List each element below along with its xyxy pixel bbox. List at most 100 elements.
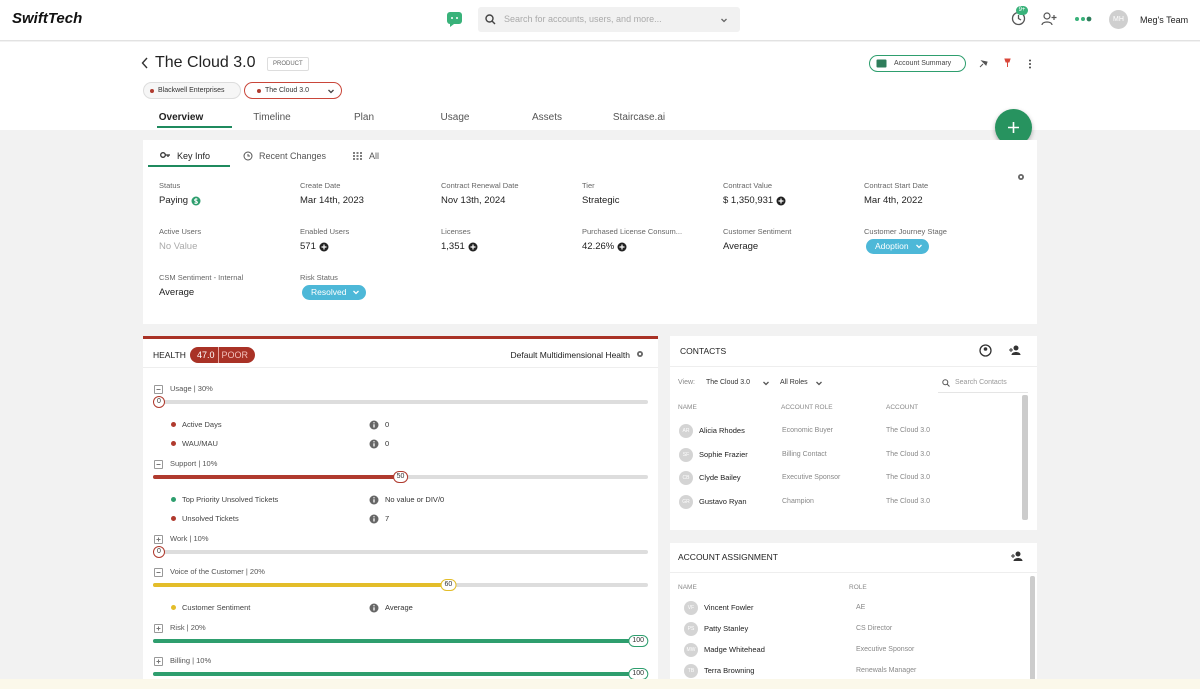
score-knob[interactable]: 100 xyxy=(628,635,648,647)
contact-name[interactable]: Gustavo Ryan xyxy=(699,496,747,506)
contacts-card: CONTACTS View: The Cloud 3.0 All Roles Searc… xyxy=(670,336,1037,530)
score-knob[interactable]: 0 xyxy=(153,546,165,558)
score-knob[interactable]: 60 xyxy=(440,579,457,591)
icon-shape xyxy=(491,20,496,25)
icon-shape xyxy=(373,516,375,518)
page-tab[interactable]: Staircase.ai xyxy=(612,112,666,123)
icon-shape xyxy=(619,244,625,250)
icon-shape xyxy=(1041,21,1053,26)
role-filter-dropdown xyxy=(815,379,823,387)
assignee-name[interactable]: Madge Whitehead xyxy=(704,645,765,654)
metric-name: Top Priority Unsolved Tickets xyxy=(182,495,279,504)
contact-name[interactable]: Alicia Rhodes xyxy=(699,426,745,435)
field-value: 1,351 xyxy=(441,241,465,252)
metric-info xyxy=(369,420,379,430)
breadcrumb[interactable]: Blackwell Enterprises xyxy=(143,82,241,99)
collapse-toggle[interactable] xyxy=(154,568,163,577)
icon-shape xyxy=(1029,66,1031,69)
field-label: Contract Renewal Date xyxy=(441,181,519,190)
score-track: 60 xyxy=(153,579,648,591)
icon-shape xyxy=(353,152,362,160)
contact-name[interactable]: Clyde Bailey xyxy=(699,473,741,482)
summary-icon xyxy=(876,59,887,68)
collapse-toggle[interactable] xyxy=(154,624,163,633)
metric-value: Average xyxy=(385,603,413,612)
field-value: 571 xyxy=(300,241,316,252)
value-icon xyxy=(191,196,201,206)
key-info-tab[interactable]: Recent Changes xyxy=(259,151,327,161)
collapse-toggle[interactable] xyxy=(154,657,163,666)
assignee-avatar: PS xyxy=(684,622,698,636)
icon-shape xyxy=(915,244,922,249)
icon-shape xyxy=(617,242,627,252)
value-icon xyxy=(776,196,786,206)
icon-shape xyxy=(1009,348,1013,352)
scorecard-settings[interactable] xyxy=(636,350,644,358)
icon-shape xyxy=(160,152,166,158)
field-value: Average xyxy=(159,287,195,298)
icon-shape xyxy=(156,572,161,573)
assignee-role: Renewals Manager xyxy=(856,667,917,674)
pin-icon[interactable] xyxy=(979,59,988,68)
flag-icon[interactable] xyxy=(1003,58,1012,68)
apps-dots[interactable] xyxy=(1074,16,1092,22)
page-tab[interactable]: Timeline xyxy=(253,112,291,123)
icon-shape xyxy=(1051,15,1057,20)
field-label: Purchased License Consum... xyxy=(582,227,683,236)
icon-shape xyxy=(876,59,887,68)
key-info-tab-icon xyxy=(160,151,171,159)
add-contact-icon[interactable] xyxy=(1009,345,1022,356)
metric-dot xyxy=(171,422,176,427)
assignee-name[interactable]: Terra Browning xyxy=(704,666,755,675)
icon-shape xyxy=(369,603,379,613)
breadcrumb[interactable]: The Cloud 3.0 xyxy=(244,82,342,99)
icon-shape xyxy=(243,151,253,161)
chat-icon[interactable] xyxy=(446,11,463,28)
field-value: Mar 4th, 2022 xyxy=(864,195,923,206)
page-tab[interactable]: Usage xyxy=(440,112,470,123)
role-filter[interactable]: All Roles xyxy=(780,379,808,386)
assignee-name[interactable]: Patty Stanley xyxy=(704,624,749,633)
page-tab[interactable]: Overview xyxy=(158,112,204,123)
icon-shape xyxy=(247,154,250,157)
view-label: View: xyxy=(678,379,695,386)
health-group-label: Billing | 10% xyxy=(170,656,212,665)
assignee-name[interactable]: Vincent Fowler xyxy=(704,603,754,612)
account-summary-button[interactable]: Account Summary xyxy=(869,55,966,72)
score-track: 0 xyxy=(153,396,648,408)
key-info-tab[interactable]: Key Info xyxy=(177,151,211,161)
collapse-toggle[interactable] xyxy=(154,385,163,394)
score-knob[interactable]: 0 xyxy=(153,396,165,408)
icon-shape xyxy=(447,12,462,27)
page-tab[interactable]: Plan xyxy=(353,112,375,123)
settings-icon[interactable] xyxy=(1017,173,1025,181)
more-icon[interactable] xyxy=(1028,59,1032,69)
assignment-title: ACCOUNT ASSIGNMENT xyxy=(678,552,778,562)
collapse-toggle[interactable] xyxy=(154,535,163,544)
contacts-search[interactable]: Search Contacts xyxy=(955,379,1007,386)
icon-shape xyxy=(470,244,476,250)
field-pill[interactable]: Adoption xyxy=(866,239,929,254)
icon-shape xyxy=(353,152,362,160)
collapse-toggle[interactable] xyxy=(154,460,163,469)
back-button[interactable] xyxy=(141,57,149,69)
assignee-role: CS Director xyxy=(856,625,893,632)
key-info-card: Key Info Recent Changes All Status Paying Cre… xyxy=(143,140,1037,324)
field-label: Contract Start Date xyxy=(864,181,929,190)
icon-shape xyxy=(369,514,379,524)
assignee-avatar: VF xyxy=(684,601,698,615)
field-pill[interactable]: Resolved xyxy=(302,285,367,300)
add-assignment-icon[interactable] xyxy=(1011,551,1024,562)
view-filter[interactable]: The Cloud 3.0 xyxy=(706,379,750,386)
contact-sync-icon[interactable] xyxy=(979,344,992,357)
page-tab[interactable]: Assets xyxy=(531,112,563,123)
contact-avatar: SF xyxy=(679,447,693,462)
search-box[interactable]: Search for accounts, users, and more... xyxy=(478,7,740,32)
notification-badge: 9+ xyxy=(1016,6,1028,15)
score-knob[interactable]: 50 xyxy=(392,471,409,483)
key-info-tab[interactable]: All xyxy=(369,151,380,161)
add-user-icon[interactable] xyxy=(1041,11,1057,26)
contact-name[interactable]: Sophie Frazier xyxy=(699,449,748,459)
user-avatar[interactable]: MH xyxy=(1109,10,1128,29)
add-button[interactable] xyxy=(995,109,1032,146)
